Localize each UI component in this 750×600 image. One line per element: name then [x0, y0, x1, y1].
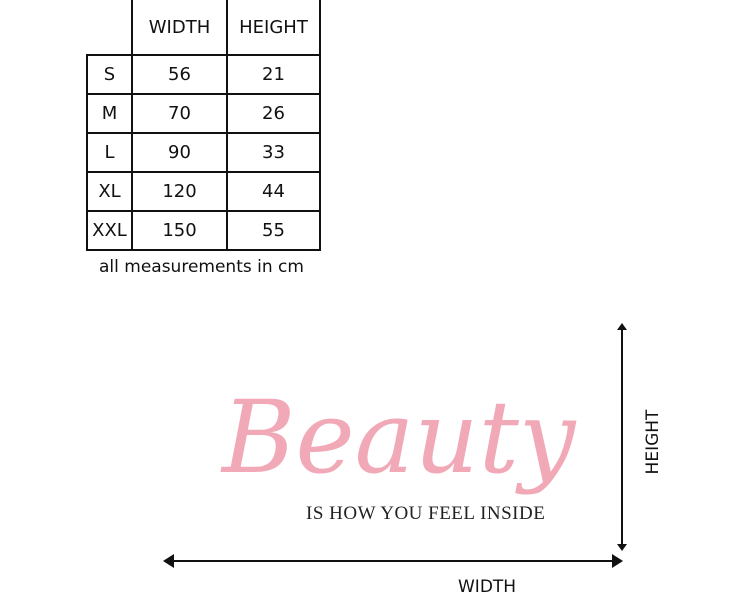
- width-label: WIDTH: [458, 577, 517, 597]
- size-cell: L: [86, 132, 133, 173]
- height-cell: 21: [226, 54, 321, 95]
- height-label: HEIGHT: [643, 409, 663, 475]
- header-height: HEIGHT: [226, 0, 321, 56]
- table-header-row: WIDTH HEIGHT: [87, 0, 321, 56]
- header-corner: [87, 0, 133, 56]
- width-cell: 90: [131, 132, 228, 173]
- height-cell: 33: [226, 132, 321, 173]
- height-cell: 44: [226, 171, 321, 212]
- decal-subtitle: IS HOW YOU FEEL INSIDE: [306, 503, 546, 524]
- width-arrow: [163, 554, 623, 568]
- size-cell: M: [86, 93, 133, 134]
- height-cell: 55: [226, 210, 321, 251]
- table-row: XL 120 44: [86, 171, 321, 212]
- table-row: S 56 21: [86, 54, 321, 95]
- width-cell: 56: [131, 54, 228, 95]
- size-chart-table: WIDTH HEIGHT S 56 21 M 70 26 L 90 33 XL 120 44 X…: [86, 0, 321, 251]
- header-width: WIDTH: [131, 0, 228, 56]
- size-cell: S: [86, 54, 133, 95]
- width-cell: 70: [131, 93, 228, 134]
- size-cell: XL: [86, 171, 133, 212]
- measurement-unit-caption: all measurements in cm: [99, 257, 304, 277]
- table-row: XXL 150 55: [86, 210, 321, 251]
- size-cell: XXL: [86, 210, 133, 251]
- table-row: L 90 33: [86, 132, 321, 173]
- width-cell: 150: [131, 210, 228, 251]
- decal-title: Beauty: [222, 379, 576, 496]
- table-row: M 70 26: [86, 93, 321, 134]
- width-cell: 120: [131, 171, 228, 212]
- height-arrow: [617, 323, 627, 551]
- height-cell: 26: [226, 93, 321, 134]
